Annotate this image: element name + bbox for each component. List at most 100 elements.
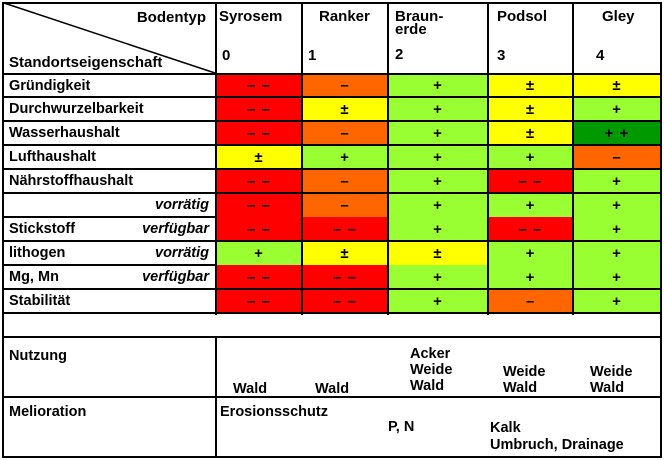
- rating-cell: +: [574, 97, 660, 121]
- column-header-name: Ranker: [319, 8, 370, 25]
- rating-cell: +: [389, 217, 487, 241]
- grid-vline: [387, 2, 389, 315]
- column-header-name: Braun- erde: [395, 8, 444, 38]
- rating-cell: +: [489, 265, 572, 289]
- rating-cell: ±: [489, 121, 572, 145]
- row-label: lithogen: [9, 245, 66, 261]
- grid-vline: [215, 2, 217, 315]
- rating-cell: ±: [489, 74, 572, 97]
- column-header-name: Syrosem: [219, 8, 283, 25]
- column-header-index: 4: [596, 47, 605, 64]
- row-label: Wasserhaushalt: [9, 125, 120, 141]
- grid-hline: [2, 73, 662, 75]
- rating-cell: ±: [303, 97, 387, 121]
- rating-cell: – –: [217, 169, 301, 193]
- row-sublabel: verfügbar: [142, 221, 209, 237]
- grid-vline: [301, 2, 303, 315]
- row-sublabel: verfügbar: [142, 269, 209, 285]
- nutzung-value: Wald: [315, 381, 350, 397]
- grid-vline: [572, 2, 574, 315]
- rating-cell: – –: [303, 265, 387, 289]
- rating-cell: – –: [217, 265, 301, 289]
- row-label: Stabilität: [9, 293, 71, 309]
- rating-cell: –: [574, 145, 660, 169]
- rating-cell: –: [489, 289, 572, 313]
- rating-cell: +: [574, 289, 660, 313]
- rating-cell: ±: [217, 145, 301, 169]
- rating-cell: +: [574, 193, 660, 217]
- row-label: Lufthaushalt: [9, 149, 96, 165]
- melioration-umbruch: Umbruch, Drainage: [490, 437, 624, 453]
- row-label: Nährstoffhaushalt: [9, 173, 134, 189]
- row-sublabel: vorrätig: [155, 245, 209, 261]
- rating-cell: +: [574, 217, 660, 241]
- rating-cell: +: [574, 169, 660, 193]
- rating-cell: –: [303, 121, 387, 145]
- grid-hline: [2, 120, 662, 122]
- rating-cell: +: [574, 241, 660, 265]
- grid-hline: [2, 96, 662, 98]
- rating-cell: ±: [489, 97, 572, 121]
- column-header-name: Podsol: [497, 8, 548, 25]
- rating-cell: +: [389, 74, 487, 97]
- rating-cell: + +: [574, 121, 660, 145]
- rating-cell: ±: [574, 74, 660, 97]
- grid-hline: [2, 192, 662, 194]
- rating-cell: – –: [217, 193, 301, 217]
- rating-cell: – –: [303, 217, 387, 241]
- row-label: Stickstoff: [9, 221, 76, 237]
- grid-hline: [2, 168, 662, 170]
- column-header-index: 3: [497, 47, 506, 64]
- rating-cell: +: [303, 145, 387, 169]
- rating-cell: – –: [217, 121, 301, 145]
- melioration-kalk: Kalk: [490, 420, 521, 436]
- grid-hline: [2, 288, 662, 290]
- nutzung-label: Nutzung: [9, 348, 67, 364]
- melioration-erosion: Erosionsschutz: [220, 404, 328, 420]
- rating-cell: +: [389, 193, 487, 217]
- grid-hline-label: [2, 264, 217, 266]
- column-header-index: 2: [395, 46, 404, 63]
- rating-cell: –: [303, 74, 387, 97]
- rating-cell: – –: [217, 217, 301, 241]
- rating-cell: +: [389, 97, 487, 121]
- column-header-index: 0: [222, 47, 231, 64]
- rating-cell: +: [574, 265, 660, 289]
- melioration-pn: P, N: [388, 419, 415, 435]
- rating-cell: – –: [217, 74, 301, 97]
- rating-cell: +: [389, 121, 487, 145]
- rating-cell: +: [489, 241, 572, 265]
- rating-cell: +: [217, 241, 301, 265]
- grid-hline: [2, 396, 662, 398]
- rating-cell: – –: [489, 217, 572, 241]
- rating-cell: +: [489, 193, 572, 217]
- nutzung-value: Wald: [233, 381, 268, 397]
- nutzung-value: Weide Wald: [503, 364, 546, 396]
- grid-hline-label: [2, 216, 217, 218]
- rating-cell: – –: [489, 169, 572, 193]
- row-sublabel: vorrätig: [155, 197, 209, 213]
- nutzung-value: Acker Weide Wald: [410, 346, 453, 394]
- nutzung-value: Weide Wald: [590, 364, 633, 396]
- rating-cell: +: [389, 265, 487, 289]
- column-header-index: 1: [308, 47, 317, 64]
- rating-cell: – –: [303, 289, 387, 313]
- row-label: Durchwurzelbarkeit: [9, 101, 144, 117]
- grid-vline-lower: [215, 337, 217, 458]
- rating-cell: –: [303, 193, 387, 217]
- row-label: Gründigkeit: [9, 78, 91, 94]
- grid-vline: [487, 2, 489, 315]
- column-header-name: Gley: [602, 8, 635, 25]
- rating-cell: +: [389, 289, 487, 313]
- rating-cell: ±: [303, 241, 387, 265]
- row-label: Mg, Mn: [9, 269, 59, 285]
- grid-hline: [2, 336, 662, 338]
- rating-cell: ±: [389, 241, 487, 265]
- rating-cell: – –: [217, 97, 301, 121]
- rating-cell: +: [389, 169, 487, 193]
- rating-cell: –: [303, 169, 387, 193]
- rating-cell: +: [489, 145, 572, 169]
- rating-cell: +: [389, 145, 487, 169]
